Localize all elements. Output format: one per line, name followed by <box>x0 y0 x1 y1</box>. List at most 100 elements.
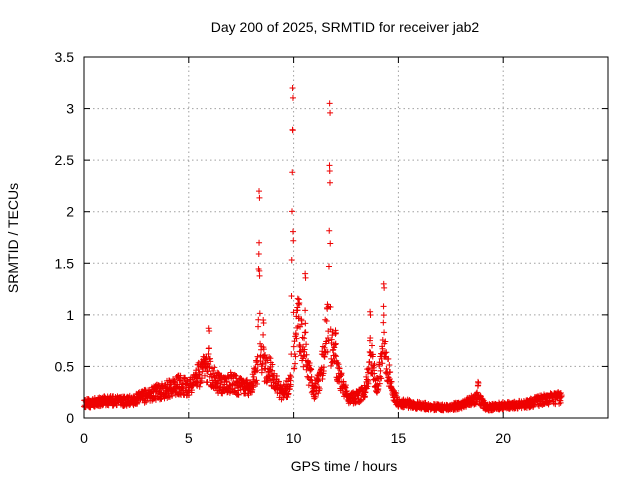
axis-ticks <box>83 56 608 419</box>
data-point <box>302 307 309 314</box>
data-point <box>262 352 269 359</box>
data-point <box>385 355 392 362</box>
data-point <box>289 127 296 134</box>
data-point <box>287 372 294 379</box>
data-point <box>204 360 211 367</box>
data-point <box>205 350 212 357</box>
data-point <box>329 328 336 335</box>
data-point <box>204 378 211 385</box>
data-point <box>217 373 224 380</box>
data-point <box>207 358 214 365</box>
x-tick-label: 10 <box>286 430 302 446</box>
data-point <box>380 312 387 319</box>
y-tick-label: 0 <box>66 410 74 426</box>
data-point <box>301 335 308 342</box>
data-point <box>475 379 482 386</box>
data-point <box>367 335 374 342</box>
data-point <box>289 84 296 91</box>
data-point <box>364 369 371 376</box>
data-point <box>265 372 272 379</box>
data-point <box>266 353 273 360</box>
data-point <box>557 399 564 406</box>
data-point <box>371 370 378 377</box>
data-point <box>256 310 263 317</box>
data-point <box>332 340 339 347</box>
data-point <box>280 394 287 401</box>
data-point <box>229 381 236 388</box>
data-point <box>141 397 148 404</box>
data-point <box>315 377 322 384</box>
data-point <box>206 327 213 334</box>
data-point <box>376 380 383 387</box>
data-point <box>201 372 208 379</box>
data-point <box>287 381 294 388</box>
data-point <box>204 368 211 375</box>
data-point <box>319 343 326 350</box>
data-point <box>302 274 309 281</box>
data-point <box>382 338 389 345</box>
data-point <box>369 351 376 358</box>
data-point <box>256 267 263 274</box>
x-axis-label: GPS time / hours <box>291 458 398 474</box>
data-point <box>250 382 257 389</box>
data-point <box>256 272 263 279</box>
data-point <box>309 388 316 395</box>
data-point <box>143 398 150 405</box>
data-point <box>273 372 280 379</box>
data-point <box>308 366 315 373</box>
data-point <box>215 370 222 377</box>
data-point <box>322 316 329 323</box>
grid <box>84 57 608 418</box>
data-point <box>253 377 260 384</box>
data-point <box>380 303 387 310</box>
data-point <box>223 378 230 385</box>
data-point <box>328 336 335 343</box>
data-point <box>302 329 309 336</box>
data-point <box>256 194 263 201</box>
data-point <box>368 342 375 349</box>
y-tick-label: 0.5 <box>55 358 75 374</box>
data-point <box>326 162 333 169</box>
data-point <box>198 375 205 382</box>
data-point <box>387 368 394 375</box>
data-point <box>327 240 334 247</box>
data-point <box>316 385 323 392</box>
data-point <box>256 239 263 246</box>
data-point <box>338 370 345 377</box>
data-point <box>275 378 282 385</box>
data-point <box>303 351 310 358</box>
data-point <box>174 373 181 380</box>
data-point <box>314 378 321 385</box>
y-tick-label: 3.5 <box>55 49 75 65</box>
data-point <box>284 378 291 385</box>
data-point <box>288 373 295 380</box>
data-point <box>233 372 240 379</box>
data-point <box>294 295 301 302</box>
data-point <box>290 237 297 244</box>
chart-title: Day 200 of 2025, SRMTID for receiver jab… <box>211 19 480 35</box>
x-tick-label: 0 <box>80 430 88 446</box>
data-point <box>326 179 333 186</box>
data-point <box>381 284 388 291</box>
data-point <box>296 299 303 306</box>
data-point <box>378 350 385 357</box>
data-point <box>332 329 339 336</box>
data-point <box>326 168 333 175</box>
data-point <box>335 361 342 368</box>
data-point <box>381 329 388 336</box>
data-point <box>266 373 273 380</box>
data-point <box>331 344 338 351</box>
data-point <box>285 390 292 397</box>
data-point <box>295 300 302 307</box>
data-point <box>324 334 331 341</box>
data-point <box>321 353 328 360</box>
data-point <box>206 345 213 352</box>
data-point <box>254 380 261 387</box>
data-point <box>291 350 298 357</box>
data-point <box>289 94 296 101</box>
data-point <box>179 383 186 390</box>
data-point <box>158 395 165 402</box>
data-point <box>243 376 250 383</box>
x-tick-label: 15 <box>391 430 407 446</box>
data-point <box>290 309 297 316</box>
